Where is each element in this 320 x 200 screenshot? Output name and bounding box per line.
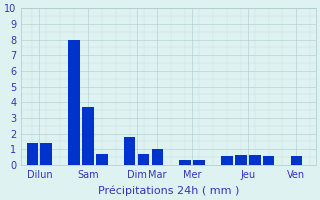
Bar [96, 154, 108, 165]
Bar [291, 156, 302, 165]
Bar [68, 40, 80, 165]
Bar [82, 107, 94, 165]
Bar [40, 143, 52, 165]
Bar [124, 137, 135, 165]
Bar [152, 149, 163, 165]
Bar [193, 160, 205, 165]
X-axis label: Précipitations 24h ( mm ): Précipitations 24h ( mm ) [98, 185, 239, 196]
Bar [249, 155, 260, 165]
Bar [180, 160, 191, 165]
Bar [27, 143, 38, 165]
Bar [221, 156, 233, 165]
Bar [235, 155, 247, 165]
Bar [138, 154, 149, 165]
Bar [263, 156, 275, 165]
